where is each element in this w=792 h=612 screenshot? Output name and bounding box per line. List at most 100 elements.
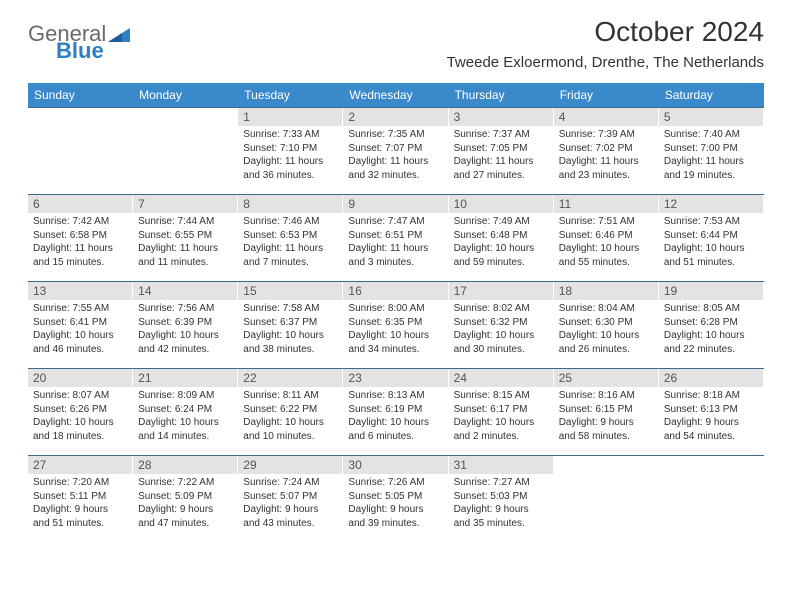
daylight-text: Daylight: 9 hours and 58 minutes. [559, 416, 653, 443]
location-text: Tweede Exloermond, Drenthe, The Netherla… [447, 54, 764, 71]
brand-logo: General Blue [28, 16, 130, 60]
day-cell [28, 108, 133, 194]
sunrise-text: Sunrise: 7:42 AM [33, 215, 127, 229]
sunrise-text: Sunrise: 7:47 AM [348, 215, 442, 229]
sunset-text: Sunset: 7:10 PM [243, 142, 337, 156]
daylight-text: Daylight: 11 hours and 19 minutes. [664, 155, 758, 182]
sunrise-text: Sunrise: 7:51 AM [559, 215, 653, 229]
day-cell: 18Sunrise: 8:04 AMSunset: 6:30 PMDayligh… [554, 282, 659, 368]
sunrise-text: Sunrise: 7:33 AM [243, 128, 337, 142]
day-cell: 29Sunrise: 7:24 AMSunset: 5:07 PMDayligh… [238, 456, 343, 542]
day-number: 19 [659, 282, 763, 300]
sunrise-text: Sunrise: 7:39 AM [559, 128, 653, 142]
weeks-container: 1Sunrise: 7:33 AMSunset: 7:10 PMDaylight… [28, 107, 764, 542]
week-row: 20Sunrise: 8:07 AMSunset: 6:26 PMDayligh… [28, 368, 764, 455]
sunrise-text: Sunrise: 8:05 AM [664, 302, 758, 316]
sunset-text: Sunset: 6:15 PM [559, 403, 653, 417]
day-cell: 26Sunrise: 8:18 AMSunset: 6:13 PMDayligh… [659, 369, 764, 455]
day-cell: 21Sunrise: 8:09 AMSunset: 6:24 PMDayligh… [133, 369, 238, 455]
day-number: 21 [133, 369, 237, 387]
day-number [133, 108, 237, 126]
daylight-text: Daylight: 11 hours and 32 minutes. [348, 155, 442, 182]
sunset-text: Sunset: 7:02 PM [559, 142, 653, 156]
sunset-text: Sunset: 7:05 PM [454, 142, 548, 156]
day-body: Sunrise: 8:15 AMSunset: 6:17 PMDaylight:… [454, 389, 548, 443]
sunrise-text: Sunrise: 7:35 AM [348, 128, 442, 142]
day-cell: 28 Sunrise: 7:22 AMSunset: 5:09 PMDayligh… [133, 456, 238, 542]
daylight-text: Daylight: 9 hours and 43 minutes. [243, 503, 337, 530]
day-number: 15 [238, 282, 342, 300]
day-body: Sunrise: 8:07 AMSunset: 6:26 PMDaylight:… [33, 389, 127, 443]
sunset-text: Sunset: 5:03 PM [454, 490, 548, 504]
day-cell: 10Sunrise: 7:49 AMSunset: 6:48 PMDayligh… [449, 195, 554, 281]
day-number: 26 [659, 369, 763, 387]
day-cell: 6Sunrise: 7:42 AMSunset: 6:58 PMDaylight… [28, 195, 133, 281]
day-body: Sunrise: 7:47 AMSunset: 6:51 PMDaylight:… [348, 215, 442, 269]
daylight-text: Daylight: 11 hours and 27 minutes. [454, 155, 548, 182]
day-cell: 9Sunrise: 7:47 AMSunset: 6:51 PMDaylight… [343, 195, 448, 281]
sunset-text: Sunset: 6:19 PM [348, 403, 442, 417]
day-number: 6 [28, 195, 132, 213]
sunrise-text: Sunrise: 8:13 AM [348, 389, 442, 403]
day-cell: 5Sunrise: 7:40 AMSunset: 7:00 PMDaylight… [659, 108, 764, 194]
day-number: 25 [554, 369, 658, 387]
daylight-text: Daylight: 10 hours and 46 minutes. [33, 329, 127, 356]
day-number: 28 [133, 456, 237, 474]
day-body: Sunrise: 7:20 AMSunset: 5:11 PMDaylight:… [33, 476, 127, 530]
sunset-text: Sunset: 6:35 PM [348, 316, 442, 330]
day-number: 18 [554, 282, 658, 300]
day-cell: 25 Sunrise: 8:16 AMSunset: 6:15 PMDayligh… [554, 369, 659, 455]
sunset-text: Sunset: 6:48 PM [454, 229, 548, 243]
daylight-text: Daylight: 10 hours and 14 minutes. [138, 416, 232, 443]
sunrise-text: Sunrise: 7:22 AM [138, 476, 232, 490]
day-body: Sunrise: 7:33 AMSunset: 7:10 PMDaylight:… [243, 128, 337, 182]
sunset-text: Sunset: 6:58 PM [33, 229, 127, 243]
sunrise-text: Sunrise: 7:24 AM [243, 476, 337, 490]
daylight-text: Daylight: 9 hours and 47 minutes. [138, 503, 232, 530]
day-cell [659, 456, 764, 542]
day-number: 8 [238, 195, 342, 213]
day-body: Sunrise: 7:22 AMSunset: 5:09 PMDaylight:… [138, 476, 232, 530]
day-number: 20 [28, 369, 132, 387]
daylight-text: Daylight: 10 hours and 38 minutes. [243, 329, 337, 356]
sunrise-text: Sunrise: 8:07 AM [33, 389, 127, 403]
weekday-header: Thursday [449, 83, 554, 107]
daylight-text: Daylight: 10 hours and 2 minutes. [454, 416, 548, 443]
day-cell: 22Sunrise: 8:11 AMSunset: 6:22 PMDayligh… [238, 369, 343, 455]
sunrise-text: Sunrise: 7:55 AM [33, 302, 127, 316]
page-title: October 2024 [447, 16, 764, 48]
day-number: 2 [343, 108, 447, 126]
sunrise-text: Sunrise: 8:16 AM [559, 389, 653, 403]
daylight-text: Daylight: 11 hours and 7 minutes. [243, 242, 337, 269]
daylight-text: Daylight: 10 hours and 26 minutes. [559, 329, 653, 356]
sunrise-text: Sunrise: 7:26 AM [348, 476, 442, 490]
sunset-text: Sunset: 5:07 PM [243, 490, 337, 504]
weekday-header: Tuesday [238, 83, 343, 107]
sunset-text: Sunset: 6:37 PM [243, 316, 337, 330]
day-body: Sunrise: 7:53 AMSunset: 6:44 PMDaylight:… [664, 215, 758, 269]
sunset-text: Sunset: 6:26 PM [33, 403, 127, 417]
day-cell: 7Sunrise: 7:44 AMSunset: 6:55 PMDaylight… [133, 195, 238, 281]
sunset-text: Sunset: 6:44 PM [664, 229, 758, 243]
sunrise-text: Sunrise: 7:56 AM [138, 302, 232, 316]
day-number: 24 [449, 369, 553, 387]
day-body: Sunrise: 7:35 AMSunset: 7:07 PMDaylight:… [348, 128, 442, 182]
daylight-text: Daylight: 10 hours and 6 minutes. [348, 416, 442, 443]
day-body: Sunrise: 7:56 AMSunset: 6:39 PMDaylight:… [138, 302, 232, 356]
sunrise-text: Sunrise: 7:37 AM [454, 128, 548, 142]
sunset-text: Sunset: 6:24 PM [138, 403, 232, 417]
sunrise-text: Sunrise: 7:27 AM [454, 476, 548, 490]
day-body: Sunrise: 8:16 AMSunset: 6:15 PMDaylight:… [559, 389, 653, 443]
day-number: 16 [343, 282, 447, 300]
day-body: Sunrise: 8:11 AMSunset: 6:22 PMDaylight:… [243, 389, 337, 443]
weekday-header: Saturday [659, 83, 764, 107]
daylight-text: Daylight: 11 hours and 36 minutes. [243, 155, 337, 182]
day-number: 5 [659, 108, 763, 126]
day-body: Sunrise: 7:58 AMSunset: 6:37 PMDaylight:… [243, 302, 337, 356]
daylight-text: Daylight: 9 hours and 54 minutes. [664, 416, 758, 443]
sunset-text: Sunset: 5:09 PM [138, 490, 232, 504]
sunset-text: Sunset: 5:05 PM [348, 490, 442, 504]
day-body: Sunrise: 7:51 AMSunset: 6:46 PMDaylight:… [559, 215, 653, 269]
day-cell: 16Sunrise: 8:00 AMSunset: 6:35 PMDayligh… [343, 282, 448, 368]
sunrise-text: Sunrise: 7:49 AM [454, 215, 548, 229]
